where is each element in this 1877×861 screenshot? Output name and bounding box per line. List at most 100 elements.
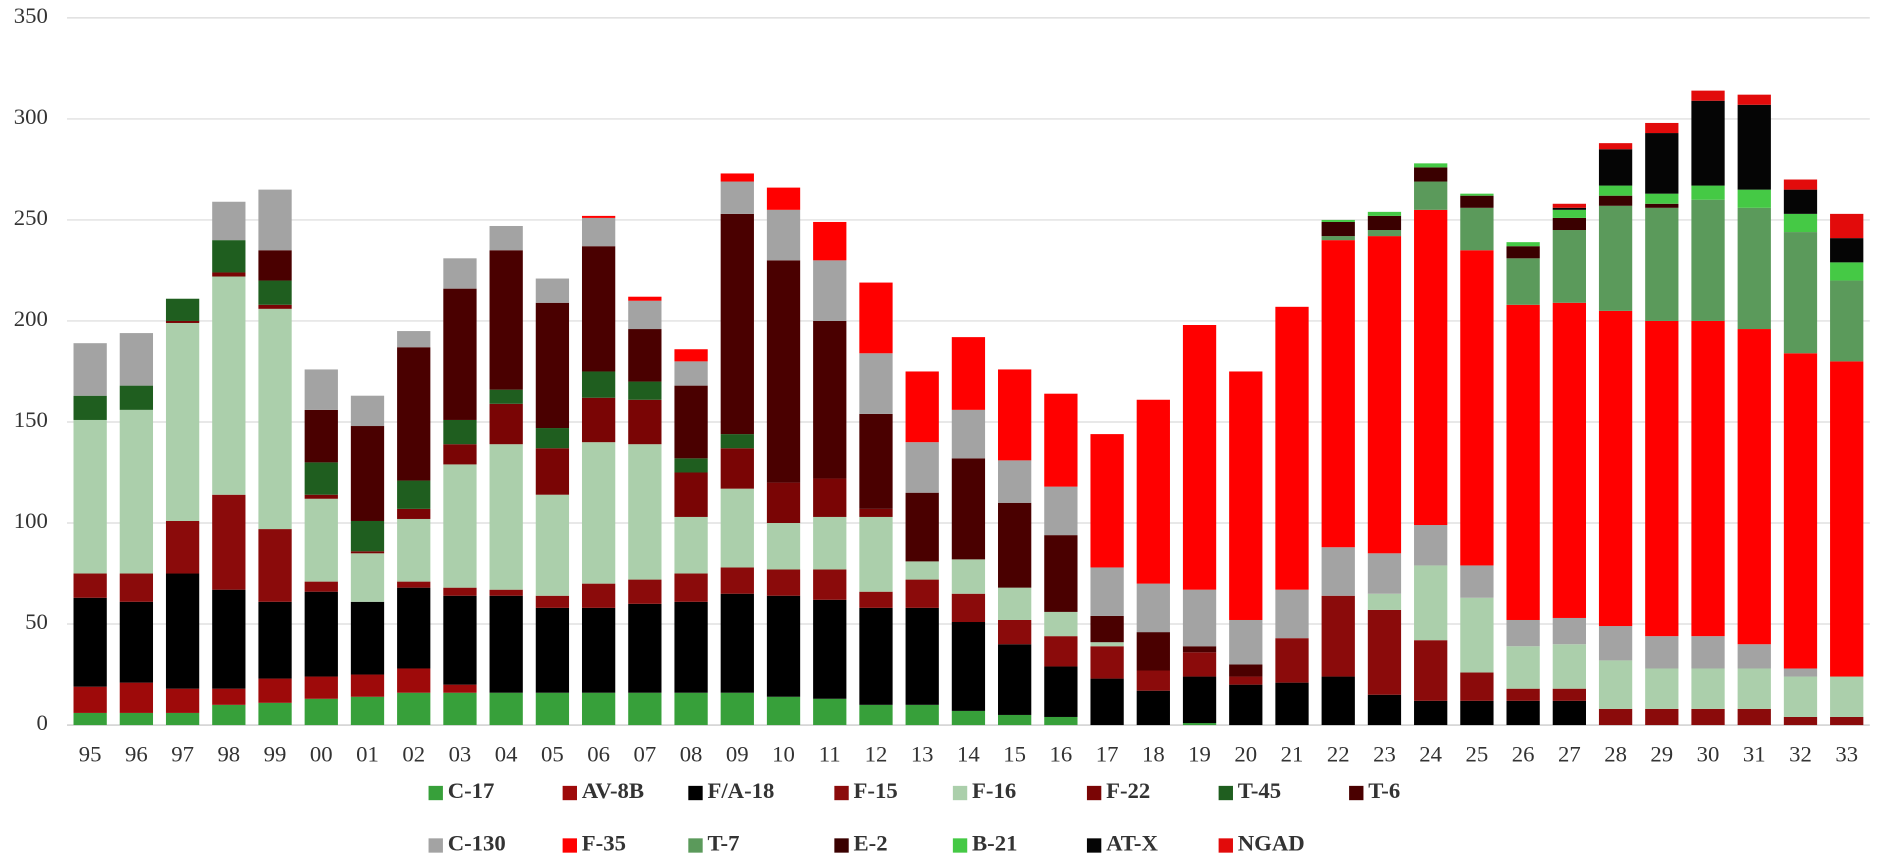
x-tick-label: 22 — [1327, 741, 1350, 766]
bar-segment — [720, 181, 754, 214]
bar-segment — [1414, 181, 1448, 210]
bar-segment — [628, 329, 662, 382]
bar-segment — [813, 698, 847, 726]
bar-segment — [443, 587, 477, 596]
bar-segment — [489, 444, 523, 590]
legend-label: AT-X — [1106, 831, 1158, 856]
bar-segment — [304, 676, 338, 699]
bar-segment — [859, 413, 893, 509]
bar-segment — [674, 516, 708, 574]
x-tick-label: 25 — [1466, 741, 1489, 766]
bar-segment — [212, 704, 246, 726]
bar-segment — [489, 589, 523, 596]
bar-segment — [1275, 682, 1309, 726]
bar-segment — [443, 595, 477, 685]
bar-segment — [1598, 205, 1633, 311]
x-tick-label: 26 — [1512, 741, 1535, 766]
bar-segment — [397, 518, 431, 582]
bar-segment — [766, 569, 801, 596]
bar-segment — [1737, 104, 1771, 190]
bar-segment — [766, 523, 801, 570]
bar-segment — [1645, 193, 1679, 204]
legend-swatch — [688, 785, 703, 801]
bar-segment — [998, 460, 1032, 503]
bar-segment — [1645, 203, 1679, 208]
bar-segment — [720, 488, 754, 568]
bar-segment — [1645, 636, 1679, 669]
bar-segment — [1506, 619, 1540, 647]
bar-segment — [1321, 595, 1355, 677]
bar-segment — [119, 712, 154, 726]
legend-swatch — [562, 838, 577, 853]
legend-swatch — [952, 838, 968, 853]
bar-segment — [1598, 708, 1633, 726]
bar-segment — [581, 217, 616, 247]
x-tick-label: 27 — [1558, 741, 1581, 766]
x-tick-label: 10 — [772, 741, 795, 766]
bar-segment — [1044, 535, 1078, 612]
bar-segment — [212, 201, 246, 241]
bar-segment — [998, 714, 1032, 726]
bar-segment — [813, 569, 847, 600]
bar-segment — [1552, 688, 1586, 701]
bar-segment — [1275, 306, 1309, 590]
bar-segment — [998, 502, 1032, 588]
bar-segment — [1645, 133, 1679, 194]
bar-segment — [998, 587, 1032, 620]
bar-segment — [258, 601, 292, 679]
bar-segment — [535, 448, 570, 495]
legend-swatch — [834, 785, 849, 801]
bar-segment — [535, 302, 570, 429]
legend-swatch — [952, 785, 968, 801]
bar-segment — [73, 573, 107, 598]
bar-segment — [1414, 565, 1448, 641]
bar-segment — [1783, 676, 1818, 717]
bar-segment — [212, 276, 246, 495]
y-tick-label: 350 — [14, 3, 48, 28]
bar-segment — [1414, 700, 1448, 726]
bar-segment — [766, 595, 801, 697]
bar-segment — [859, 704, 893, 726]
legend-label: T-45 — [1238, 778, 1281, 803]
x-tick-label: 12 — [865, 741, 888, 766]
bar-segment — [998, 369, 1032, 461]
bar-segment — [1691, 636, 1725, 669]
bar-segment — [1737, 708, 1771, 726]
x-tick-label: 29 — [1650, 741, 1673, 766]
bar-segment — [119, 601, 154, 683]
bar-segment — [1182, 589, 1217, 647]
bar-segment — [1321, 240, 1355, 548]
bar-segment — [905, 607, 939, 705]
bar-segment — [443, 464, 477, 588]
bar-segment — [1691, 185, 1725, 200]
bar-segment — [581, 692, 616, 726]
bar-segment — [397, 508, 431, 519]
bar-segment — [535, 692, 570, 726]
x-tick-label: 00 — [310, 741, 333, 766]
legend-swatch — [428, 785, 443, 801]
bar-segment — [165, 298, 200, 321]
bar-segment — [350, 395, 385, 427]
x-tick-label: 04 — [495, 741, 518, 766]
legend-swatch — [1349, 785, 1364, 801]
bar-segment — [581, 583, 616, 608]
bar-segment — [1830, 280, 1864, 362]
bar-segment — [489, 692, 523, 726]
bar-segment — [397, 668, 431, 693]
legend-swatch — [1086, 785, 1102, 801]
bar-segment — [1737, 644, 1771, 669]
bar-segment — [165, 320, 200, 323]
bar-segment — [905, 704, 939, 726]
bar-segment — [1321, 676, 1355, 726]
bar-segment — [489, 595, 523, 693]
bar-segment — [397, 331, 431, 348]
x-tick-label: 05 — [541, 741, 564, 766]
bar-segment — [859, 607, 893, 705]
x-tick-label: 30 — [1697, 741, 1720, 766]
bar-segment — [1598, 149, 1633, 186]
bar-segment — [1598, 310, 1633, 627]
bar-segment — [1552, 617, 1586, 645]
bar-segment — [766, 482, 801, 524]
bar-segment — [535, 595, 570, 608]
bar-segment — [1506, 688, 1540, 701]
